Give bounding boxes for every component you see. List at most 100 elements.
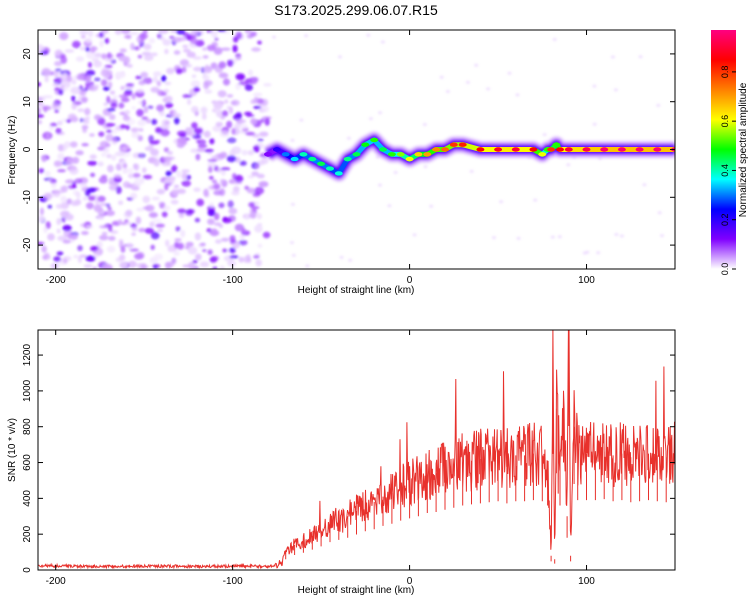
noise-speck — [412, 233, 417, 237]
noise-blob — [118, 261, 128, 269]
noise-blob — [130, 192, 138, 200]
noise-blob — [140, 177, 145, 185]
noise-blob — [195, 153, 201, 161]
noise-speck — [542, 133, 547, 137]
noise-blob — [232, 127, 240, 136]
noise-blob — [232, 242, 240, 249]
noise-blob — [81, 125, 89, 130]
noise-blob — [256, 173, 265, 179]
noise-blob — [235, 82, 241, 90]
noise-blob — [233, 123, 241, 128]
noise-blob — [257, 243, 263, 248]
spectrogram-y-tick-label: 0 — [22, 146, 33, 152]
noise-blob — [107, 81, 113, 89]
noise-blob — [64, 49, 75, 53]
snr-x-ticks: -200 -100 0 100 — [46, 330, 595, 587]
noise-blob — [81, 231, 89, 235]
ridge-point — [449, 142, 458, 147]
noise-blob — [218, 61, 227, 69]
noise-blob — [222, 110, 229, 117]
noise-blob — [218, 202, 225, 209]
noise-blob — [94, 77, 101, 82]
noise-speck — [492, 236, 496, 240]
noise-speck — [642, 183, 647, 187]
noise-blob — [41, 254, 51, 261]
noise-blob — [209, 202, 214, 208]
spectrogram-x-tick-label: -200 — [46, 275, 66, 286]
noise-blob — [250, 206, 260, 210]
noise-blob — [38, 168, 45, 174]
noise-blob — [56, 228, 61, 234]
noise-blob — [176, 30, 186, 35]
noise-blob — [127, 167, 134, 174]
noise-blob — [210, 30, 218, 38]
noise-blob — [257, 138, 264, 142]
noise-blob — [87, 30, 94, 38]
noise-blob — [57, 235, 68, 241]
noise-blob — [101, 174, 108, 179]
noise-blob — [107, 207, 112, 211]
noise-blob — [118, 94, 129, 98]
noise-blob — [136, 251, 145, 260]
noise-blob — [151, 196, 160, 201]
ridge-point — [405, 156, 414, 162]
noise-blob — [199, 261, 210, 268]
noise-blob — [178, 133, 187, 138]
ridge-point — [556, 147, 564, 152]
snr-y-tick-label: 0 — [22, 567, 33, 573]
noise-blob — [139, 153, 145, 158]
noise-blob — [181, 172, 188, 180]
noise-speck — [557, 235, 562, 239]
noise-speck — [566, 163, 571, 167]
colorbar-tick-label: 0.4 — [720, 164, 730, 177]
noise-blob — [232, 44, 238, 53]
noise-blob — [149, 221, 155, 228]
noise-blob — [111, 137, 118, 145]
noise-blob — [50, 181, 57, 189]
ridge-point — [494, 147, 503, 152]
noise-blob — [115, 257, 123, 263]
noise-blob — [260, 118, 265, 123]
noise-blob — [112, 95, 118, 99]
noise-blob — [160, 124, 170, 130]
noise-blob — [119, 48, 127, 53]
noise-blob — [127, 173, 134, 179]
noise-blob — [81, 96, 88, 104]
spectrogram-y-tick-label: -10 — [22, 190, 33, 205]
noise-blob — [238, 123, 248, 130]
noise-blob — [76, 73, 85, 81]
noise-blob — [185, 241, 194, 247]
noise-blob — [180, 229, 186, 238]
noise-blob — [203, 66, 213, 74]
noise-blob — [66, 198, 73, 205]
noise-blob — [190, 80, 201, 88]
noise-blob — [43, 192, 52, 201]
noise-blob — [56, 218, 61, 226]
noise-blob — [78, 85, 83, 90]
noise-blob — [120, 222, 127, 225]
noise-blob — [148, 143, 155, 147]
noise-blob — [181, 66, 187, 73]
noise-blob — [66, 119, 72, 123]
noise-speck — [445, 90, 450, 93]
noise-speck — [610, 55, 615, 59]
noise-blob — [41, 245, 47, 253]
noise-blob — [89, 154, 97, 160]
noise-blob — [60, 53, 66, 59]
noise-blob — [256, 160, 265, 166]
noise-speck — [290, 138, 295, 142]
noise-speck — [375, 155, 380, 159]
noise-blob — [62, 72, 68, 81]
noise-blob — [209, 138, 215, 145]
noise-blob — [99, 40, 104, 48]
noise-blob — [222, 217, 232, 224]
snr-y-tick-label: 1200 — [22, 344, 33, 367]
noise-blob — [60, 216, 66, 223]
noise-blob — [120, 85, 125, 91]
noise-blob — [105, 210, 115, 217]
noise-blob — [70, 234, 78, 240]
noise-blob — [176, 137, 187, 145]
noise-blob — [165, 170, 172, 177]
noise-blob — [238, 239, 248, 246]
noise-blob — [155, 223, 165, 228]
